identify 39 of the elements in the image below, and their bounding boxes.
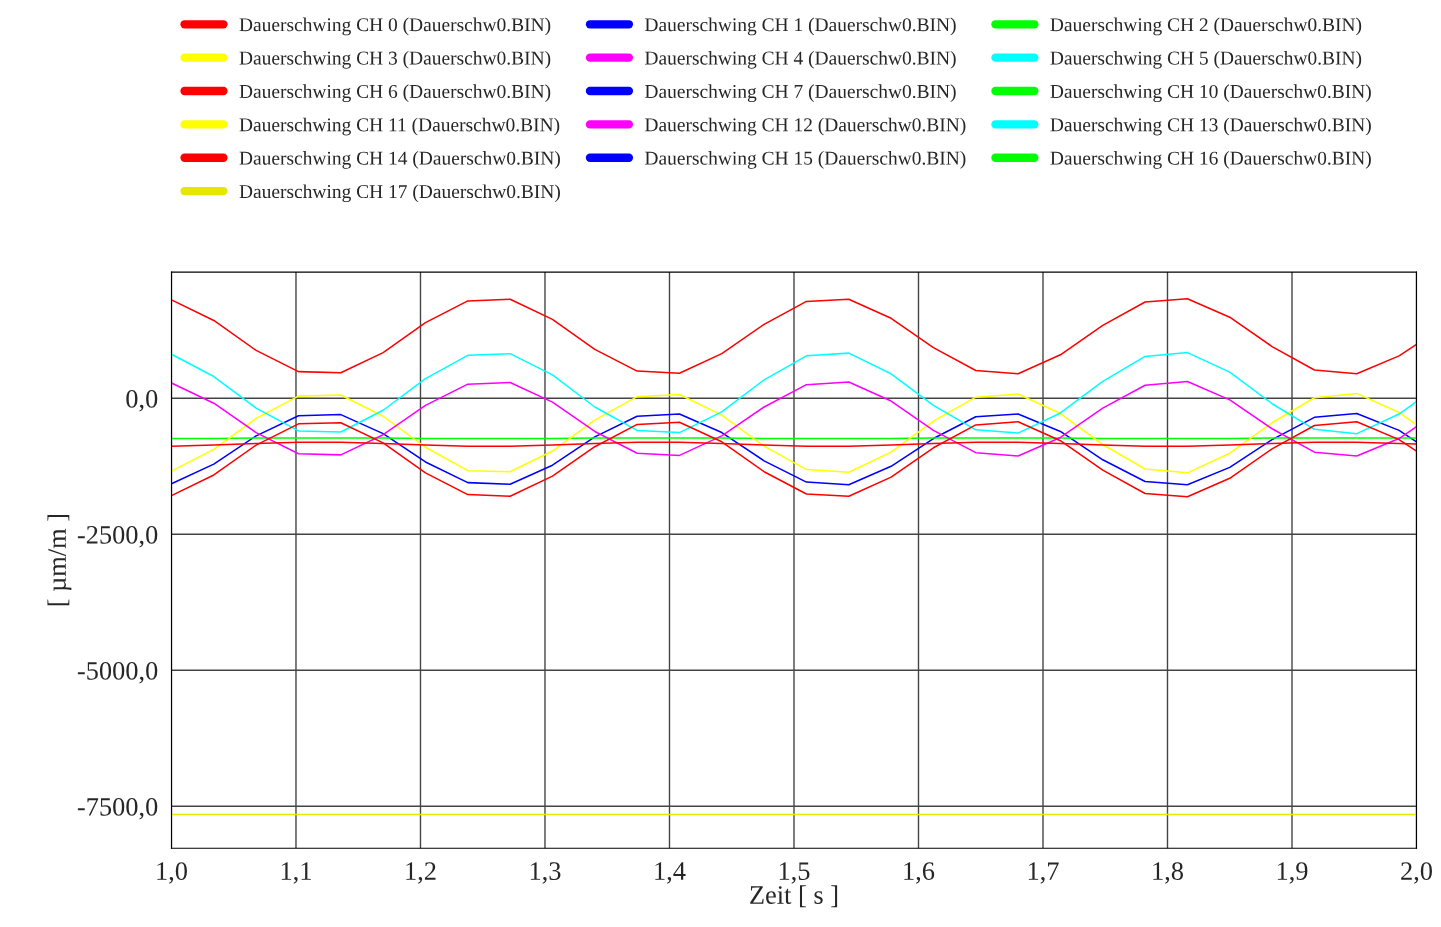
x-tick-label: 1,4 xyxy=(655,862,686,884)
legend-label: Dauerschwing CH 17 (Dauerschw0.BIN) xyxy=(239,184,560,203)
line-series xyxy=(171,297,1417,375)
line-series xyxy=(171,412,1417,486)
legend-label: Dauerschwing CH 11 (Dauerschw0.BIN) xyxy=(239,117,560,136)
y-tick-label: -2500,0 xyxy=(77,525,158,548)
legend-label: Dauerschwing CH 16 (Dauerschw0.BIN) xyxy=(1050,151,1371,169)
legend-label: Dauerschwing CH 15 (Dauerschw0.BIN) xyxy=(645,151,966,169)
y-tick-label: -7500,0 xyxy=(77,797,158,820)
legend-label: Dauerschwing CH 6 (Dauerschw0.BIN) xyxy=(239,84,551,103)
x-tick-label: 1,3 xyxy=(530,862,561,884)
legend-label: Dauerschwing CH 3 (Dauerschw0.BIN) xyxy=(239,50,551,69)
x-tick-label: 1,7 xyxy=(1028,862,1059,884)
legend-label: Dauerschwing CH 7 (Dauerschw0.BIN) xyxy=(645,84,956,103)
x-tick-label: 1,8 xyxy=(1153,862,1183,884)
x-tick-label: 1,6 xyxy=(904,862,935,884)
x-tick-label: 1,9 xyxy=(1277,862,1308,884)
y-tick-label: 0,0 xyxy=(126,389,158,412)
legend-label: Dauerschwing CH 4 (Dauerschw0.BIN) xyxy=(645,50,956,69)
line-series xyxy=(171,392,1417,474)
y-tick-label: -5000,0 xyxy=(77,661,158,684)
line-series xyxy=(171,420,1417,498)
legend-label: Dauerschwing CH 12 (Dauerschw0.BIN) xyxy=(645,117,966,136)
x-tick-label: 1,1 xyxy=(281,862,311,884)
legend-label: Dauerschwing CH 5 (Dauerschw0.BIN) xyxy=(1050,50,1362,69)
legend-label: Dauerschwing CH 13 (Dauerschw0.BIN) xyxy=(1050,117,1371,136)
line-series xyxy=(171,351,1417,435)
legend-label: Dauerschwing CH 14 (Dauerschw0.BIN) xyxy=(239,151,560,169)
x-tick-label: 1,5 xyxy=(779,862,810,884)
legend-label: Dauerschwing CH 10 (Dauerschw0.BIN) xyxy=(1050,84,1371,103)
x-tick-label: 1,2 xyxy=(406,862,436,884)
x-tick-label: 1,0 xyxy=(157,862,187,884)
x-axis-title: Zeit [ s ] xyxy=(750,885,838,908)
line-series xyxy=(171,380,1417,457)
legend-label: Dauerschwing CH 2 (Dauerschw0.BIN) xyxy=(1050,17,1362,36)
x-tick-label: 2,0 xyxy=(1401,862,1432,884)
legend-label: Dauerschwing CH 0 (Dauerschw0.BIN) xyxy=(239,17,551,36)
legend-label: Dauerschwing CH 1 (Dauerschw0.BIN) xyxy=(645,17,956,36)
y-axis-title: [ µm/m ] xyxy=(47,514,72,606)
